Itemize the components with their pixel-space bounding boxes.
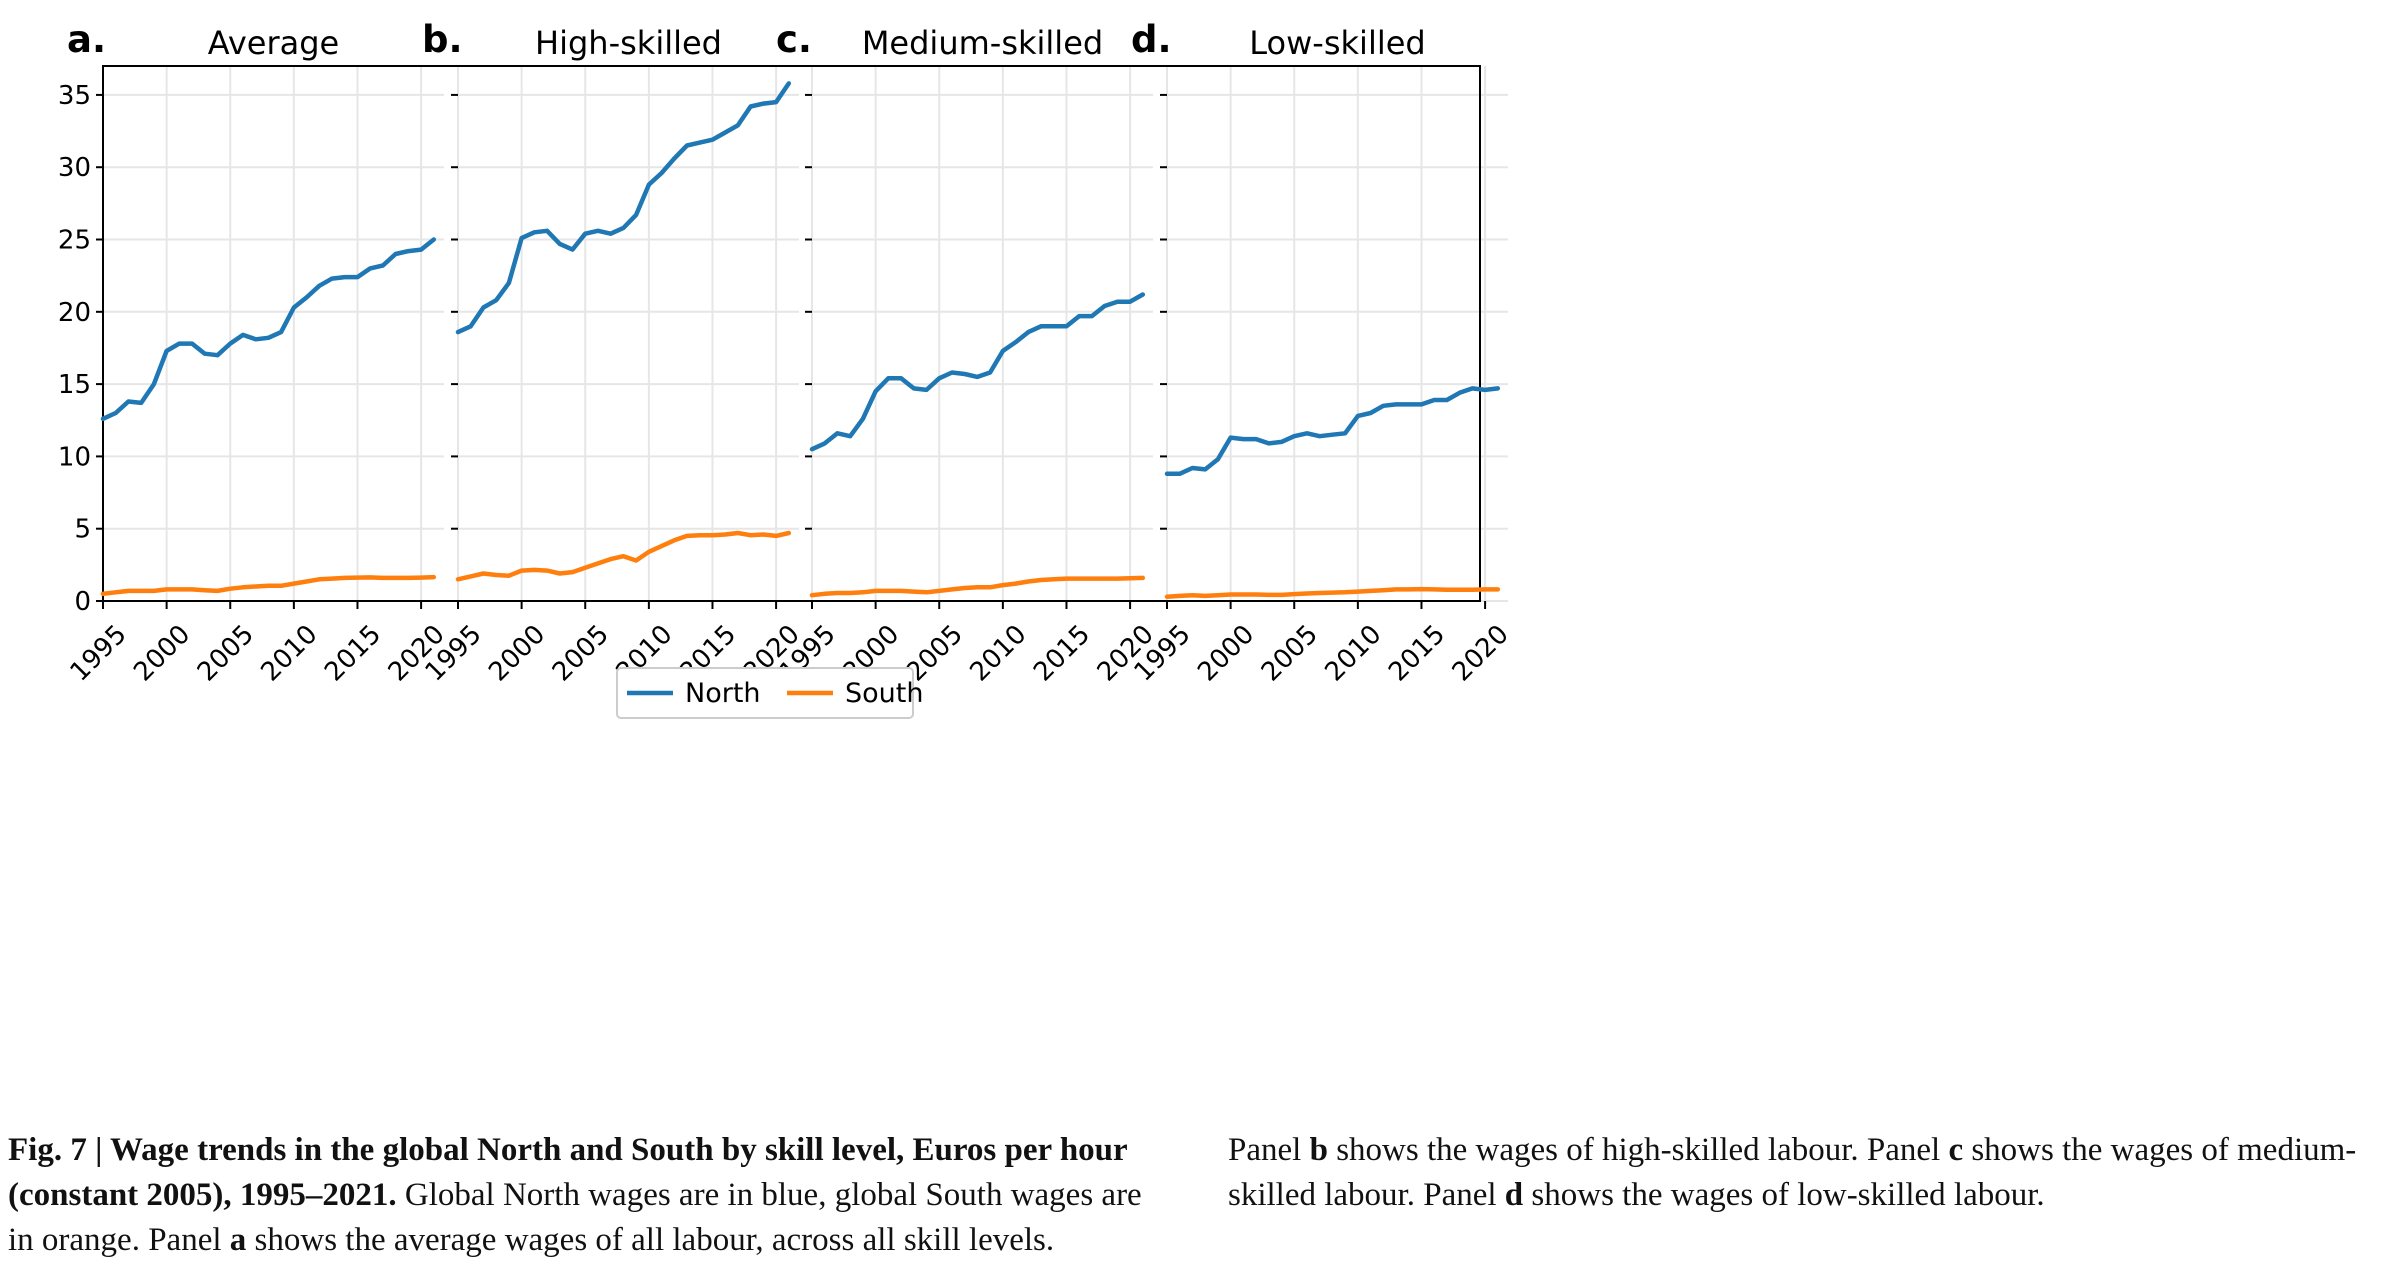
legend-label-south: South (845, 678, 923, 709)
caption-panel-d: d (1504, 1177, 1524, 1213)
legend-label-north: North (685, 678, 761, 709)
panel-title: Medium-skilled (862, 24, 1103, 62)
series-line-south (809, 575, 1146, 598)
x-tick-label: 2010 (965, 619, 1033, 687)
caption-panel-a: a (229, 1222, 247, 1258)
series-line-south (100, 574, 437, 597)
caption-text: shows the average wages of all labour, a… (246, 1222, 1055, 1258)
caption-panel-b: b (1309, 1132, 1328, 1168)
caption-text: shows the wages of low-skilled labour. (1523, 1177, 2045, 1213)
x-tick-label: 2005 (547, 619, 615, 687)
caption-left: Fig. 7 | Wage trends in the global North… (8, 1128, 1168, 1263)
series-line-north (455, 81, 792, 335)
plot-frame (102, 65, 1481, 602)
caption-fig-label: Fig. 7 | Wage trends in the global North… (8, 1132, 1128, 1213)
y-tick-label: 25 (58, 226, 91, 256)
y-tick-label: 30 (58, 153, 91, 183)
y-tick-label: 0 (74, 587, 91, 617)
x-tick-label: 2000 (483, 619, 551, 687)
legend-box (616, 667, 914, 719)
y-tick-label: 35 (58, 81, 91, 111)
series-line-north (809, 292, 1146, 452)
panel-title: High-skilled (535, 24, 722, 62)
panel-letter: c. (776, 18, 812, 61)
caption-text: shows the wages of high-skilled labour. … (1327, 1132, 1949, 1168)
y-tick-label: 20 (58, 298, 91, 328)
x-tick-label: 2020 (1447, 619, 1515, 687)
y-tick-label: 10 (58, 442, 91, 472)
x-tick-label: 2010 (1320, 619, 1388, 687)
panel-title: Average (208, 24, 339, 62)
x-tick-label: 2000 (1192, 619, 1260, 687)
panel-letter: a. (67, 18, 106, 61)
chart-legend: North South (616, 667, 923, 719)
panel-letter: d. (1131, 18, 1172, 61)
x-tick-label: 2015 (319, 619, 387, 687)
x-tick-label: 2015 (1383, 619, 1451, 687)
caption-text: shows the wages of medium-skilled labour… (1228, 1132, 2357, 1213)
x-tick-label: 2000 (128, 619, 196, 687)
y-tick-label: 5 (74, 515, 91, 545)
series-line-south (455, 530, 792, 582)
x-tick-label: 2005 (192, 619, 260, 687)
caption-text: Panel (1228, 1132, 1310, 1168)
caption-panel-c: c (1948, 1132, 1964, 1168)
x-tick-label: 2005 (1256, 619, 1324, 687)
series-line-north (1164, 386, 1501, 477)
series-line-north (100, 237, 437, 422)
x-tick-label: 1995 (65, 619, 133, 687)
series-line-south (1164, 586, 1501, 599)
caption-text: Global North wages are in blue, global S… (8, 1177, 1142, 1258)
caption-right: Panel b shows the wages of high-skilled … (1228, 1128, 2378, 1218)
panel-title: Low-skilled (1249, 24, 1425, 62)
panel-letter: b. (422, 18, 463, 61)
x-tick-label: 2010 (256, 619, 324, 687)
x-tick-label: 2015 (1028, 619, 1096, 687)
y-tick-label: 15 (58, 370, 91, 400)
